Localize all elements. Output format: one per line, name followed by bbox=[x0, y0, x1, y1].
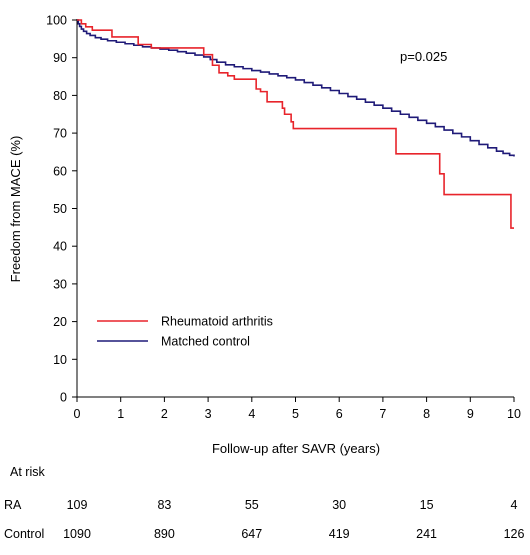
x-tick-label: 3 bbox=[205, 407, 212, 421]
y-tick-label: 0 bbox=[60, 391, 67, 405]
p-value-annotation: p=0.025 bbox=[400, 49, 447, 64]
y-tick-label: 80 bbox=[53, 89, 67, 103]
at-risk-value: 15 bbox=[420, 498, 434, 512]
x-tick-label: 8 bbox=[423, 407, 430, 421]
legend-label-matched-control: Matched control bbox=[161, 335, 250, 349]
y-tick-label: 90 bbox=[53, 51, 67, 65]
legend: Rheumatoid arthritis Matched control bbox=[97, 315, 273, 349]
at-risk-value: 890 bbox=[154, 527, 175, 541]
x-tick-label: 5 bbox=[292, 407, 299, 421]
at-risk-value: 126 bbox=[504, 527, 525, 541]
y-tick-label: 20 bbox=[53, 315, 67, 329]
y-tick-label: 70 bbox=[53, 127, 67, 141]
x-tick-label: 7 bbox=[379, 407, 386, 421]
y-tick-label: 50 bbox=[53, 202, 67, 216]
at-risk-row-label: Control bbox=[4, 527, 44, 541]
x-tick-label: 10 bbox=[507, 407, 521, 421]
at-risk-table: RA 109 83 55 30 15 4 Control 1090 890 647 419 241 126 bbox=[4, 498, 524, 541]
x-tick-label: 6 bbox=[336, 407, 343, 421]
at-risk-value: 1090 bbox=[63, 527, 91, 541]
x-tick-label: 2 bbox=[161, 407, 168, 421]
at-risk-value: 109 bbox=[67, 498, 88, 512]
x-tick-label: 9 bbox=[467, 407, 474, 421]
y-axis-label: Freedom from MACE (%) bbox=[8, 136, 23, 283]
y-tick-label: 100 bbox=[46, 14, 67, 28]
x-tick-label: 1 bbox=[117, 407, 124, 421]
x-axis-label: Follow-up after SAVR (years) bbox=[212, 441, 380, 456]
y-tick-label: 60 bbox=[53, 164, 67, 178]
at-risk-row-label: RA bbox=[4, 498, 22, 512]
text-layer: Freedom from MACE (%) Follow-up after SA… bbox=[8, 49, 447, 479]
at-risk-value: 55 bbox=[245, 498, 259, 512]
x-tick-label: 0 bbox=[74, 407, 81, 421]
at-risk-value: 83 bbox=[157, 498, 171, 512]
series-line-rheumatoid-arthritis bbox=[77, 19, 514, 229]
at-risk-value: 4 bbox=[511, 498, 518, 512]
y-tick-label: 10 bbox=[53, 353, 67, 367]
at-risk-value: 30 bbox=[332, 498, 346, 512]
legend-label-rheumatoid-arthritis: Rheumatoid arthritis bbox=[161, 315, 273, 329]
y-tick-label: 40 bbox=[53, 240, 67, 254]
axes: 0 10 20 30 40 50 60 70 80 90 100 0 1 2 3 4 5 6 7 8 9 10 bbox=[46, 14, 521, 422]
at-risk-value: 647 bbox=[241, 527, 262, 541]
at-risk-value: 241 bbox=[416, 527, 437, 541]
series-layer bbox=[77, 19, 515, 229]
at-risk-value: 419 bbox=[329, 527, 350, 541]
y-tick-label: 30 bbox=[53, 277, 67, 291]
at-risk-title: At risk bbox=[10, 465, 45, 479]
x-tick-label: 4 bbox=[248, 407, 255, 421]
series-line-matched-control bbox=[77, 19, 515, 157]
